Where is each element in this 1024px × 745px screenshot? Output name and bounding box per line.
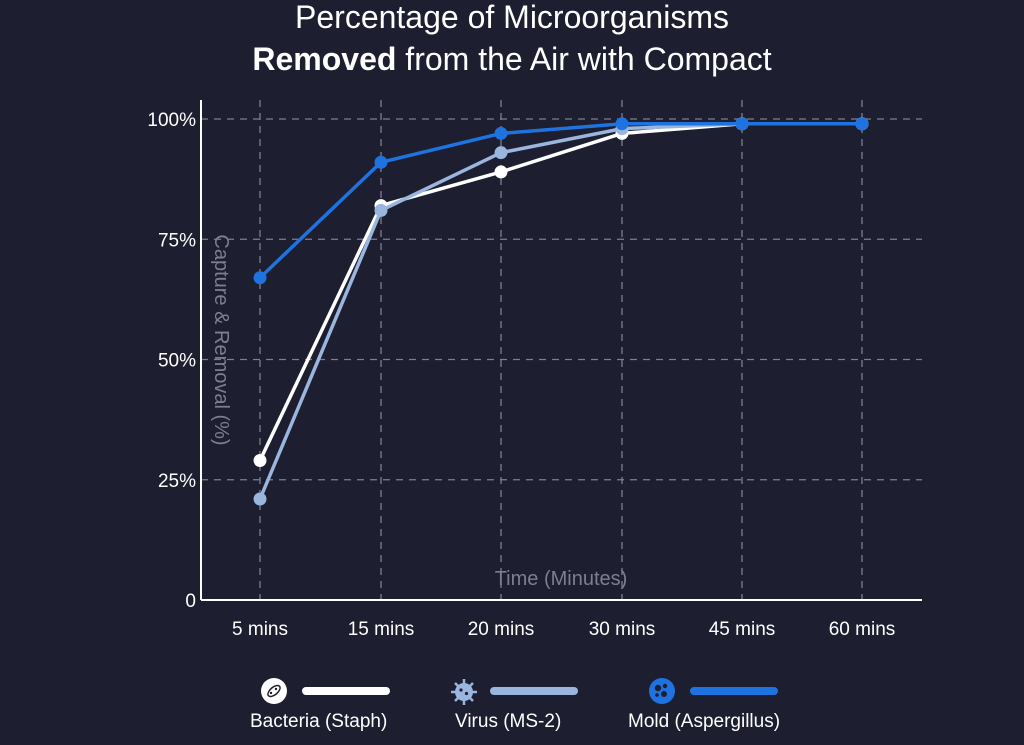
data-point-virus (494, 146, 508, 160)
grid-lines (201, 100, 922, 600)
data-point-mold (855, 117, 869, 131)
mold-icon (649, 678, 675, 704)
series-line-mold (258, 122, 862, 279)
series-group (253, 117, 869, 506)
data-point-mold (615, 117, 629, 131)
title-bold-word: Removed (252, 41, 397, 77)
series-line-virus (258, 122, 862, 500)
virus-icon (451, 679, 477, 705)
series-virus (253, 117, 869, 506)
x-tick-label: 20 mins (468, 619, 535, 640)
y-tick-label: 0 (185, 591, 196, 612)
data-point-mold (374, 155, 388, 169)
legend-line-virus (490, 687, 578, 695)
x-tick-labels: 5 mins 15 mins 20 mins 30 mins 45 mins 60 min… (232, 619, 895, 640)
x-axis-label: Time (Minutes) (495, 568, 628, 590)
data-point-mold (494, 126, 508, 140)
legend-label-bacteria: Bacteria (Staph) (250, 711, 388, 732)
chart-title: Percentage of Microorganisms Removed fro… (0, 0, 1024, 80)
data-point-mold (253, 271, 267, 285)
y-axis-label: Capture & Removal (%) (210, 234, 232, 445)
data-point-bacteria (253, 454, 267, 468)
data-point-mold (735, 117, 749, 131)
legend-label-mold: Mold (Aspergillus) (628, 711, 781, 732)
title-line-2-rest: from the Air with Compact (396, 41, 772, 77)
y-tick-label: 25% (158, 471, 196, 492)
axes (200, 100, 922, 601)
series-mold (253, 117, 869, 285)
title-line-2: Removed from the Air with Compact (0, 38, 1024, 80)
data-point-virus (374, 203, 388, 217)
y-tick-label: 75% (158, 230, 196, 251)
series-line-bacteria (258, 122, 862, 462)
legend-line-bacteria (302, 687, 390, 695)
y-tick-label: 50% (158, 351, 196, 372)
y-tick-label: 100% (147, 110, 196, 131)
bacteria-icon (261, 678, 287, 704)
y-tick-labels: 0 25% 50% 75% 100% (147, 110, 196, 612)
x-tick-label: 45 mins (709, 619, 776, 640)
legend-line-mold (690, 687, 778, 695)
x-tick-label: 60 mins (829, 619, 896, 640)
legend-label-virus: Virus (MS-2) (455, 711, 562, 732)
x-tick-label: 30 mins (589, 619, 656, 640)
data-point-virus (253, 492, 267, 506)
title-line-1: Percentage of Microorganisms (295, 0, 729, 35)
data-point-bacteria (494, 165, 508, 179)
x-tick-label: 15 mins (348, 619, 415, 640)
x-tick-label: 5 mins (232, 619, 288, 640)
